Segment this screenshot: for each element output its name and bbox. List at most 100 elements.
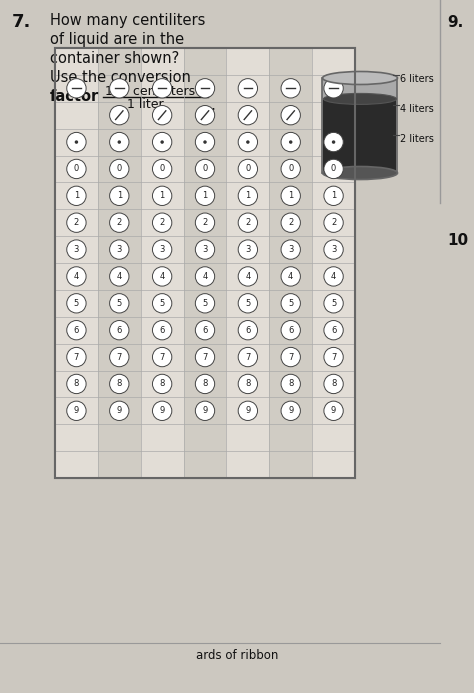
Circle shape	[246, 140, 250, 144]
Text: 8: 8	[245, 380, 251, 389]
Circle shape	[281, 294, 301, 313]
Circle shape	[281, 320, 301, 340]
Text: 9: 9	[160, 406, 165, 415]
Text: 3: 3	[245, 245, 251, 254]
Circle shape	[324, 320, 343, 340]
Circle shape	[195, 294, 215, 313]
Text: 4: 4	[160, 272, 165, 281]
Circle shape	[67, 294, 86, 313]
Text: 3: 3	[74, 245, 79, 254]
Text: 8: 8	[288, 380, 293, 389]
Text: 2 liters: 2 liters	[401, 134, 434, 144]
Circle shape	[153, 347, 172, 367]
Circle shape	[109, 78, 129, 98]
Text: Use the conversion: Use the conversion	[50, 70, 191, 85]
Text: 2: 2	[331, 218, 336, 227]
Circle shape	[281, 374, 301, 394]
Circle shape	[67, 374, 86, 394]
Text: 9: 9	[202, 406, 208, 415]
Circle shape	[109, 213, 129, 232]
Bar	[312, 48, 355, 478]
Circle shape	[153, 186, 172, 206]
Text: 1: 1	[160, 191, 165, 200]
Circle shape	[67, 267, 86, 286]
Circle shape	[109, 320, 129, 340]
Circle shape	[195, 320, 215, 340]
Circle shape	[67, 240, 86, 259]
Circle shape	[238, 186, 257, 206]
Text: 2: 2	[74, 218, 79, 227]
Circle shape	[109, 159, 129, 179]
Bar	[183, 48, 227, 478]
Circle shape	[281, 186, 301, 206]
Circle shape	[67, 159, 86, 179]
Circle shape	[153, 132, 172, 152]
Text: 9: 9	[331, 406, 336, 415]
Circle shape	[67, 320, 86, 340]
Circle shape	[109, 347, 129, 367]
Text: 3: 3	[288, 245, 293, 254]
Text: 100 centiliters: 100 centiliters	[105, 85, 195, 98]
Text: 4: 4	[202, 272, 208, 281]
Text: 2: 2	[202, 218, 208, 227]
Ellipse shape	[322, 71, 398, 85]
Text: 5: 5	[160, 299, 165, 308]
Text: 2: 2	[117, 218, 122, 227]
Circle shape	[109, 240, 129, 259]
Text: 6: 6	[74, 326, 79, 335]
Text: factor: factor	[50, 89, 99, 104]
Circle shape	[324, 401, 343, 421]
Text: 6: 6	[202, 326, 208, 335]
Circle shape	[238, 105, 257, 125]
Circle shape	[238, 374, 257, 394]
Circle shape	[281, 78, 301, 98]
Circle shape	[324, 78, 343, 98]
Text: 9: 9	[245, 406, 250, 415]
Circle shape	[195, 267, 215, 286]
Text: 7: 7	[74, 353, 79, 362]
Circle shape	[195, 240, 215, 259]
Circle shape	[118, 140, 121, 144]
Circle shape	[324, 159, 343, 179]
Text: 2: 2	[245, 218, 250, 227]
Circle shape	[195, 401, 215, 421]
Circle shape	[109, 105, 129, 125]
Text: 6 liters: 6 liters	[401, 74, 434, 84]
Text: 9: 9	[288, 406, 293, 415]
Text: 6: 6	[245, 326, 251, 335]
Text: 0: 0	[245, 164, 250, 173]
Text: 4: 4	[288, 272, 293, 281]
Circle shape	[153, 240, 172, 259]
Text: 5: 5	[288, 299, 293, 308]
Ellipse shape	[322, 166, 398, 179]
Text: 0: 0	[74, 164, 79, 173]
Circle shape	[238, 159, 257, 179]
Bar	[55, 48, 355, 478]
Text: ards of ribbon: ards of ribbon	[196, 649, 278, 662]
Text: 1: 1	[117, 191, 122, 200]
Bar	[98, 48, 141, 478]
Text: 0: 0	[160, 164, 165, 173]
Text: 8: 8	[159, 380, 165, 389]
Text: 1: 1	[74, 191, 79, 200]
Text: container shown?: container shown?	[50, 51, 179, 66]
Circle shape	[238, 267, 257, 286]
Circle shape	[195, 374, 215, 394]
Circle shape	[289, 140, 292, 144]
Text: 4: 4	[331, 272, 336, 281]
Circle shape	[109, 132, 129, 152]
Text: 9.: 9.	[447, 15, 463, 30]
Text: 3: 3	[117, 245, 122, 254]
Circle shape	[153, 401, 172, 421]
Circle shape	[153, 159, 172, 179]
Circle shape	[281, 105, 301, 125]
Text: 1: 1	[331, 191, 336, 200]
Text: 7: 7	[202, 353, 208, 362]
Circle shape	[160, 140, 164, 144]
Text: 1: 1	[245, 191, 250, 200]
Circle shape	[324, 374, 343, 394]
Text: 2: 2	[160, 218, 165, 227]
Text: 5: 5	[117, 299, 122, 308]
Text: 3: 3	[331, 245, 336, 254]
Circle shape	[109, 267, 129, 286]
